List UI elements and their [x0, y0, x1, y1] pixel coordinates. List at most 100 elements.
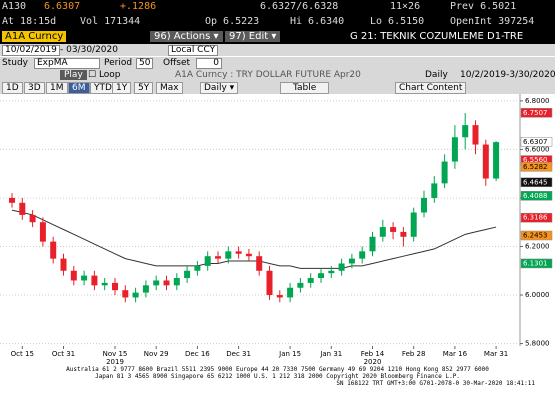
security[interactable]: A1A Curncy	[2, 31, 67, 42]
candle-body	[338, 263, 345, 271]
candle-body	[60, 258, 67, 271]
candle-body	[421, 197, 427, 213]
period-button[interactable]: 1Y	[112, 82, 132, 94]
y-tick-label: 6.8000	[525, 97, 550, 105]
candle-body	[482, 144, 489, 179]
candle-body	[369, 236, 376, 252]
candle-body	[163, 280, 170, 286]
period-button[interactable]: 1D	[2, 82, 23, 94]
x-tick-label: Mar 31	[484, 350, 508, 358]
period-label: Period	[104, 58, 133, 68]
candle-body	[390, 227, 397, 232]
x-tick-label: Oct 31	[52, 350, 75, 358]
period[interactable]: 50	[136, 58, 154, 69]
open-interest: OpenInt 397254	[450, 16, 535, 27]
interval[interactable]: Daily ▾	[200, 82, 239, 94]
date-row: 10/02/2019 - 03/30/2020 Local CCY	[0, 44, 555, 56]
candle-body	[256, 256, 263, 271]
date-to[interactable]: - 03/30/2020	[60, 45, 118, 55]
candle-body	[29, 214, 36, 223]
candle-body	[184, 270, 191, 279]
currency[interactable]: Local CCY	[168, 45, 219, 56]
period-button[interactable]: Max	[156, 82, 183, 94]
level-tag	[520, 162, 553, 172]
x-tick-label: Feb 28	[402, 350, 426, 358]
candle-body	[112, 282, 118, 291]
open: Op 6.5223	[205, 16, 260, 27]
chart-name: A1A Curncy : TRY DOLLAR FUTURE Apr20	[175, 70, 361, 80]
candle-body	[91, 275, 98, 286]
actions-button[interactable]: 96) Actions ▾	[150, 31, 223, 42]
play-button[interactable]: Play	[60, 70, 87, 80]
x-tick-label: Oct 15	[11, 350, 34, 358]
candle-body	[81, 275, 88, 281]
level-tag-label: 6.2453	[523, 231, 548, 239]
period-button[interactable]: 5Y	[134, 82, 154, 94]
candle-body	[132, 292, 139, 298]
candle-body	[215, 256, 221, 259]
candle-body	[19, 202, 26, 215]
period-button[interactable]: 1M	[46, 82, 68, 94]
page-title: G 21: TEKNIK COZUMLEME D1-TRE	[350, 31, 524, 42]
y-tick-label: 6.0000	[525, 291, 550, 299]
y-tick-label: 6.2000	[525, 242, 550, 250]
footer-3: SN 168122 TRT GMT+3:00 G701-2078-0 30-Ma…	[336, 380, 535, 387]
candle-body	[153, 280, 160, 286]
range: 10/2/2019-3/30/2020	[460, 70, 555, 80]
level-tag	[520, 212, 553, 223]
bid-ask: 6.6327/6.6328	[260, 1, 339, 12]
last: 6.6307	[44, 1, 81, 12]
play-row: Play ☐ Loop A1A Curncy : TRY DOLLAR FUTU…	[0, 69, 555, 81]
study-row: Study ExpMA Period 50 Offset 0	[0, 57, 555, 69]
x-tick-label: Feb 14	[361, 350, 385, 358]
edit-button[interactable]: 97) Edit ▾	[225, 31, 281, 42]
candle-body	[318, 273, 324, 279]
candle-body	[431, 183, 438, 198]
candle-body	[307, 278, 314, 283]
loop-checkbox[interactable]: ☐ Loop	[88, 70, 121, 80]
x-tick-label: Jan 31	[319, 350, 342, 358]
candle-body	[400, 231, 407, 237]
level-tag	[520, 258, 553, 269]
candle-body	[462, 125, 469, 138]
candle-body	[348, 258, 355, 264]
candle-body	[359, 251, 366, 259]
study[interactable]: ExpMA	[34, 58, 100, 69]
volume: Vol 171344	[80, 16, 141, 27]
candle-body	[9, 197, 15, 203]
x-tick-label: Nov 29	[144, 350, 169, 358]
candle-body	[173, 278, 180, 286]
footer-2: Japan 81 3 4565 8900 Singapore 65 6212 1…	[95, 373, 460, 380]
x-tick-label: Nov 15	[103, 350, 128, 358]
high: Hi 6.6340	[290, 16, 345, 27]
x-tick-label: Jan 15	[278, 350, 301, 358]
level-tag-label: 6.7507	[523, 109, 548, 117]
title-bar: A1A Curncy 96) Actions ▾ 97) Edit ▾ G 21…	[0, 30, 555, 44]
loop-label: Loop	[98, 70, 121, 80]
y-tick-label: 6.6000	[525, 145, 550, 153]
date-from[interactable]: 10/02/2019	[2, 45, 60, 56]
candle-body	[50, 241, 57, 259]
period-button[interactable]: 6M	[68, 82, 90, 94]
level-tag	[520, 230, 553, 241]
frequency: Daily	[425, 70, 448, 80]
level-tag-label: 6.5282	[523, 163, 548, 171]
candle-body	[225, 251, 232, 259]
quote-row: A130 6.6307 +.1286 6.6327/6.6328 11×26 P…	[0, 0, 555, 15]
offset[interactable]: 0	[196, 58, 222, 69]
period-button[interactable]: 3D	[24, 82, 45, 94]
footer-1: Australia 61 2 9777 8600 Brazil 5511 239…	[66, 366, 489, 373]
candle-body	[235, 251, 242, 254]
table-button[interactable]: Table	[280, 82, 330, 94]
candle-body	[276, 295, 283, 298]
chart-bg	[0, 94, 555, 369]
candle-body	[379, 227, 386, 237]
level-tag-label: 6.4645	[523, 178, 548, 186]
chart-content[interactable]: Chart Content	[395, 82, 467, 94]
candle-body	[297, 282, 304, 288]
candle-body	[410, 212, 417, 237]
quote-row-2: At 18:15d Vol 171344 Op 6.5223 Hi 6.6340…	[0, 15, 555, 30]
x-tick-label: Dec 31	[226, 350, 251, 358]
level-tag-label: 6.5560	[523, 156, 548, 164]
